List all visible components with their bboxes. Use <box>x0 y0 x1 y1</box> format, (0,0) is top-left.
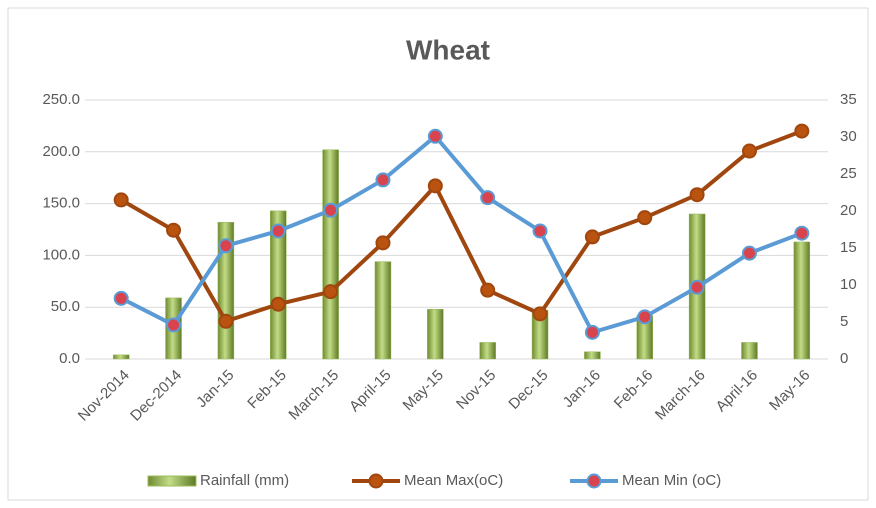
y-tick-label: 100.0 <box>42 246 80 263</box>
line-marker <box>637 210 653 226</box>
legend-item: Mean Min (oC) <box>570 472 721 489</box>
line-marker <box>741 143 757 159</box>
legend-marker <box>586 473 602 489</box>
line-marker <box>323 202 339 218</box>
y2-tick-label: 10 <box>840 276 857 293</box>
chart-title: Wheat <box>406 34 490 65</box>
line-marker <box>166 222 182 238</box>
legend-label: Rainfall (mm) <box>200 472 289 489</box>
chart-frame <box>7 7 869 501</box>
line-marker <box>689 187 705 203</box>
line-marker <box>218 238 234 254</box>
line-marker <box>375 172 391 188</box>
y-tick-label: 50.0 <box>51 298 80 315</box>
line-marker <box>113 290 129 306</box>
bar <box>427 309 444 360</box>
line-marker <box>584 324 600 340</box>
y2-tick-label: 0 <box>840 350 848 367</box>
legend-item: Mean Max(oC) <box>352 472 503 489</box>
y2-tick-label: 35 <box>840 91 857 108</box>
bar <box>112 354 130 360</box>
line-marker <box>270 223 286 239</box>
line-marker <box>532 223 548 239</box>
legend-item: Rainfall (mm) <box>147 472 289 489</box>
line-marker <box>427 128 443 144</box>
legend-label: Mean Min (oC) <box>622 472 721 489</box>
line-marker <box>166 317 182 333</box>
line-marker <box>532 306 548 322</box>
line-marker <box>741 245 757 261</box>
bar <box>793 241 811 360</box>
bar <box>374 261 392 360</box>
bar <box>741 342 758 360</box>
y2-tick-label: 30 <box>840 128 857 145</box>
series-line <box>120 134 803 335</box>
series-line <box>120 129 803 324</box>
legend-swatch <box>147 475 197 487</box>
line-marker <box>323 284 339 300</box>
line-marker <box>113 192 129 208</box>
line-marker <box>375 235 391 251</box>
line-marker <box>584 229 600 245</box>
line-marker <box>427 178 443 194</box>
line-marker <box>794 123 810 139</box>
bar <box>584 351 601 360</box>
y2-tick-label: 15 <box>840 239 857 256</box>
line-marker <box>689 279 705 295</box>
y-tick-label: 0.0 <box>59 350 80 367</box>
line-marker <box>480 190 496 206</box>
bar <box>479 342 496 360</box>
bar <box>270 210 287 360</box>
y2-tick-label: 25 <box>840 165 857 182</box>
line-marker <box>218 313 234 329</box>
legend-label: Mean Max(oC) <box>404 472 503 489</box>
line-marker <box>270 296 286 312</box>
line-marker <box>794 225 810 241</box>
bar <box>322 149 339 360</box>
legend-marker <box>368 473 384 489</box>
y-tick-label: 150.0 <box>42 195 80 212</box>
y2-tick-label: 20 <box>840 202 857 219</box>
line-marker <box>637 309 653 325</box>
y2-tick-label: 5 <box>840 313 848 330</box>
y-tick-label: 200.0 <box>42 143 80 160</box>
y-tick-label: 250.0 <box>42 91 80 108</box>
line-marker <box>480 282 496 298</box>
